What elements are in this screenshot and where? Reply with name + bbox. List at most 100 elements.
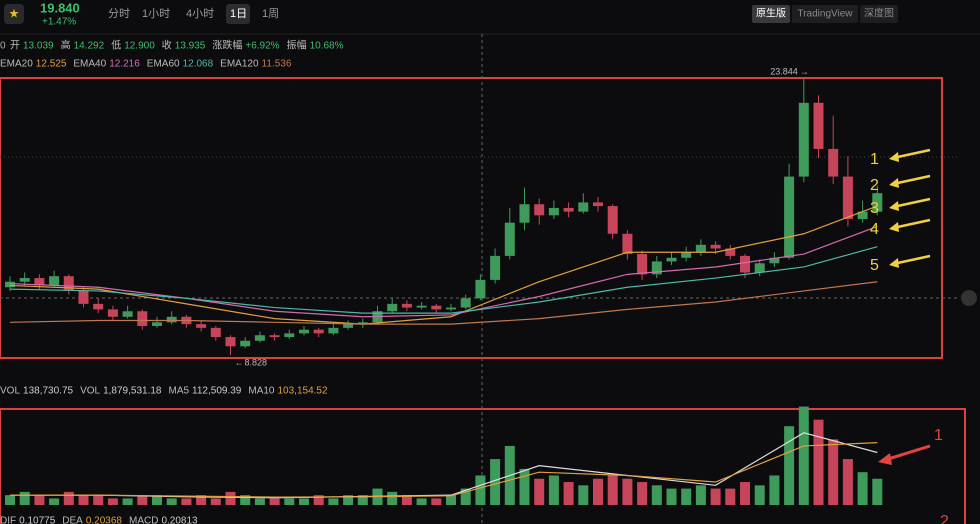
candle-body [563, 207, 574, 212]
legend-value: 1,879,531.18 [103, 386, 162, 397]
volume-bar [593, 478, 603, 505]
candle-body [196, 324, 207, 328]
candle-body [754, 263, 765, 273]
volume-bar [695, 485, 706, 505]
price-change: +1.47% [42, 17, 76, 28]
candle-body [548, 207, 559, 216]
legend-value: 12.900 [124, 41, 155, 52]
volume-bar [534, 478, 545, 505]
candle-body [401, 303, 412, 308]
candle-body [593, 202, 603, 207]
volume-bar [343, 495, 354, 505]
volume-bar [490, 459, 501, 505]
candle-body [5, 281, 15, 288]
candle-body [578, 202, 589, 212]
legend-value: 0.10775 [19, 516, 56, 524]
interval-tab[interactable]: 1小时 [142, 7, 170, 20]
candle-body [857, 211, 868, 220]
volume-bar [784, 426, 795, 505]
candle-body [137, 311, 148, 327]
candle-body [490, 255, 501, 280]
volume-bar [769, 475, 780, 505]
legend-label: VOL [0, 386, 20, 397]
candle-body [313, 329, 324, 334]
legend-label: MA5 [168, 386, 189, 397]
interval-tab[interactable]: 1周 [262, 7, 279, 20]
candle-body [842, 176, 853, 220]
annotation-number: 2 [870, 177, 879, 194]
legend-label: EMA20 [0, 59, 33, 70]
candle-body [152, 322, 162, 327]
ema-line [9, 205, 878, 325]
tab-active [226, 4, 250, 24]
candle-body [622, 233, 633, 255]
candle-body [431, 305, 442, 310]
volume-bar [857, 472, 868, 505]
annotation-number: 1 [934, 427, 943, 444]
candle-body [34, 278, 45, 286]
scale-button[interactable] [961, 290, 977, 306]
high-label: 23.844 [770, 66, 798, 76]
volume-bar [431, 498, 442, 505]
candle-body [107, 309, 118, 317]
view-tab-label: TradingView [797, 9, 853, 20]
candle-body [725, 248, 736, 256]
candle-body [210, 327, 221, 338]
candle-body [637, 254, 648, 275]
volume-bar [754, 485, 765, 505]
candle-body [519, 204, 530, 223]
annotation-arrow [892, 174, 931, 186]
candle-body [225, 337, 236, 347]
volume-bar [563, 482, 574, 505]
legend-value: 12.068 [183, 59, 214, 70]
legend-value: 13.039 [23, 41, 54, 52]
legend-value: 112,509.39 [192, 386, 242, 397]
legend-label: 开 [10, 41, 20, 52]
volume-bar [681, 488, 692, 505]
legend-label: MACD [129, 516, 158, 524]
legend-label: EMA120 [220, 59, 259, 70]
candle-body [269, 335, 280, 338]
volume-bar [34, 495, 45, 505]
view-tab[interactable] [752, 5, 790, 23]
legend-label: 高 [61, 39, 71, 52]
volume-bar [225, 491, 236, 505]
candle-body [284, 333, 295, 338]
view-tab-label: 深度图 [864, 7, 894, 20]
view-tab[interactable] [860, 5, 898, 23]
ema-line [9, 225, 878, 318]
annotation-arrow [892, 197, 931, 209]
volume-bar [107, 498, 118, 505]
candle-body [607, 206, 618, 234]
candle-body [446, 307, 456, 310]
interval-tab[interactable]: 分时 [108, 7, 130, 20]
candle-body [681, 252, 692, 258]
view-tab-label: 原生版 [756, 7, 786, 20]
candle-body [328, 327, 339, 334]
info-lead: 0 [0, 41, 6, 52]
legend-value: 103,154.52 [277, 386, 327, 397]
legend-label: EMA40 [73, 59, 106, 70]
volume-bar [622, 478, 633, 505]
legend-value: 11.536 [262, 59, 292, 70]
annotation-arrow [892, 148, 931, 160]
interval-tab[interactable]: 4小时 [186, 7, 214, 20]
candle-body [387, 303, 398, 312]
view-tab[interactable] [792, 5, 858, 23]
annotation-number: 5 [870, 257, 879, 274]
candle-body [666, 257, 677, 262]
interval-tab[interactable]: 1日 [230, 8, 247, 20]
star-icon: ★ [9, 7, 20, 21]
ema-line [9, 281, 878, 325]
candle-body [299, 329, 309, 334]
annotation-arrow [892, 218, 931, 230]
legend-value: 14.292 [74, 41, 105, 52]
volume-bar [166, 498, 177, 505]
favorite-button[interactable] [4, 4, 24, 24]
legend-label: DIF [0, 516, 16, 524]
volume-bar [828, 439, 839, 505]
volume-bar [240, 495, 251, 505]
candle-body [49, 276, 60, 286]
annotation-arrowhead [878, 453, 892, 465]
